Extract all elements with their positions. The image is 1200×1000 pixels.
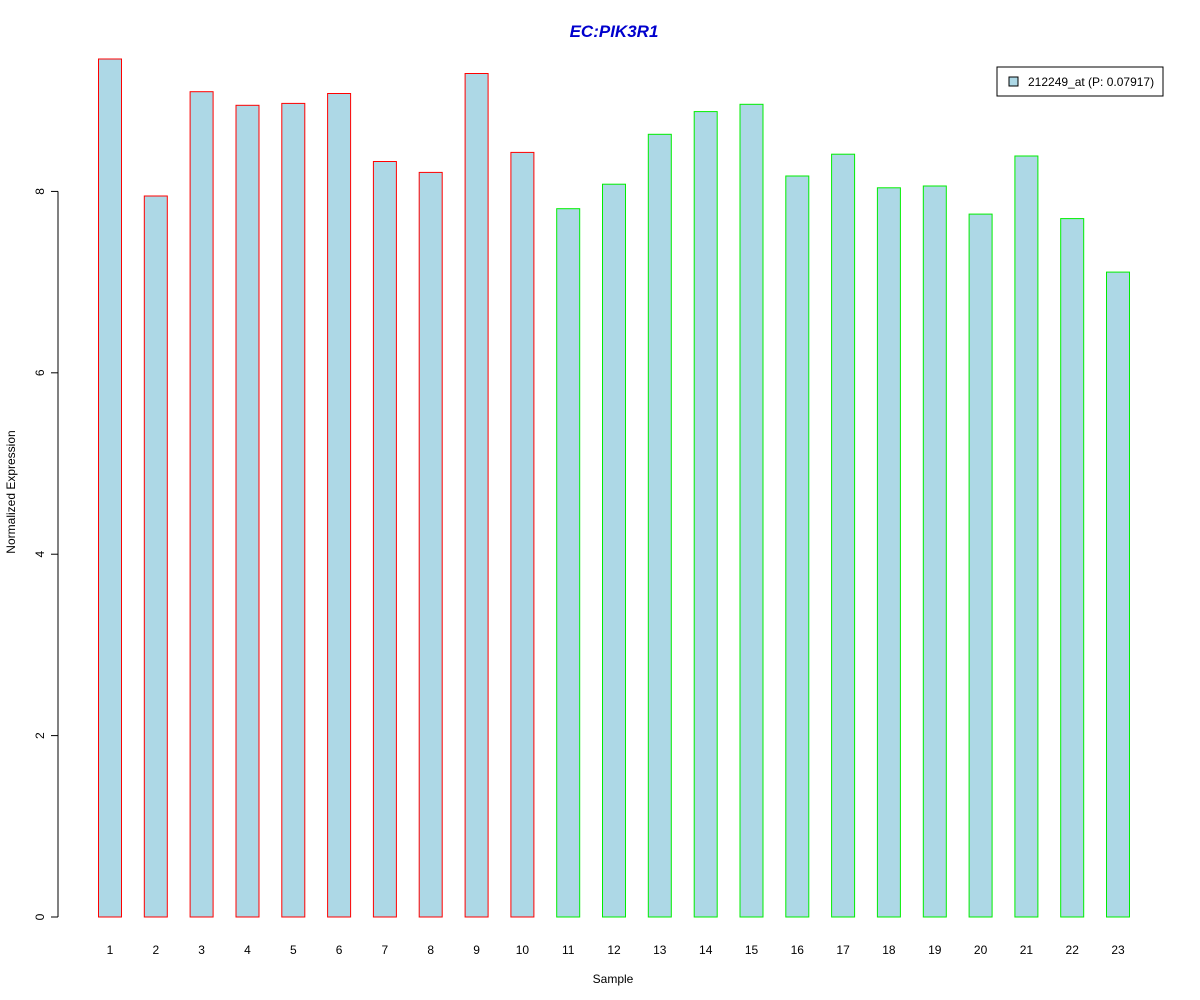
x-tick-label: 9 (473, 943, 480, 957)
x-axis: 1 2 3 4 5 6 7 8 9 10 11 12 13 14 15 16 17 18 19 20 21 22 23 (107, 943, 1125, 957)
x-tick-label: 1 (107, 943, 114, 957)
bar (968, 213, 993, 918)
x-axis-label: Sample (593, 972, 634, 986)
bar (281, 102, 306, 918)
x-tick-label: 3 (198, 943, 205, 957)
bar (464, 73, 489, 918)
x-tick-label: 21 (1020, 943, 1034, 957)
x-tick-label: 16 (791, 943, 805, 957)
y-tick-label: 2 (33, 732, 47, 739)
bar (876, 187, 901, 918)
x-tick-label: 14 (699, 943, 713, 957)
bar (235, 104, 260, 918)
bar (1106, 271, 1130, 918)
x-tick-label: 20 (974, 943, 988, 957)
x-tick-label: 15 (745, 943, 759, 957)
bar (1014, 155, 1039, 918)
bar (831, 153, 856, 918)
bar (510, 151, 535, 918)
bar (143, 195, 168, 918)
x-tick-label: 23 (1111, 943, 1125, 957)
bar (372, 161, 397, 918)
legend-label: 212249_at (P: 0.07917) (1028, 75, 1154, 89)
x-tick-label: 2 (152, 943, 159, 957)
bar (556, 208, 581, 918)
y-tick-label: 6 (33, 369, 47, 376)
x-tick-label: 12 (607, 943, 621, 957)
bars-group (98, 58, 1130, 918)
y-tick-label: 0 (33, 913, 47, 920)
x-tick-label: 10 (516, 943, 530, 957)
legend-box (996, 66, 1164, 97)
x-tick-label: 4 (244, 943, 251, 957)
x-tick-label: 13 (653, 943, 667, 957)
x-tick-label: 17 (836, 943, 850, 957)
bar (327, 93, 352, 918)
bar (98, 58, 122, 918)
y-tick-label: 4 (33, 551, 47, 558)
y-axis-label: Normalized Expression (4, 430, 18, 553)
x-tick-label: 18 (882, 943, 896, 957)
legend: 212249_at (P: 0.07917) (996, 66, 1164, 97)
legend-swatch (1008, 76, 1019, 87)
bar (785, 175, 810, 918)
chart-title: EC:PIK3R1 (570, 22, 659, 41)
bar (739, 103, 764, 918)
y-tick-label: 8 (33, 188, 47, 195)
x-tick-label: 11 (562, 943, 575, 957)
bar (602, 183, 626, 918)
x-tick-label: 19 (928, 943, 942, 957)
bar (418, 171, 443, 918)
bar (647, 133, 672, 918)
bar (1060, 218, 1085, 918)
x-tick-label: 5 (290, 943, 297, 957)
bar (693, 111, 718, 918)
bar (189, 91, 214, 918)
x-tick-label: 7 (382, 943, 389, 957)
x-tick-label: 22 (1066, 943, 1080, 957)
x-tick-label: 8 (427, 943, 434, 957)
x-tick-label: 6 (336, 943, 343, 957)
bar (922, 185, 947, 918)
y-axis: 0 2 4 6 8 (33, 188, 59, 920)
